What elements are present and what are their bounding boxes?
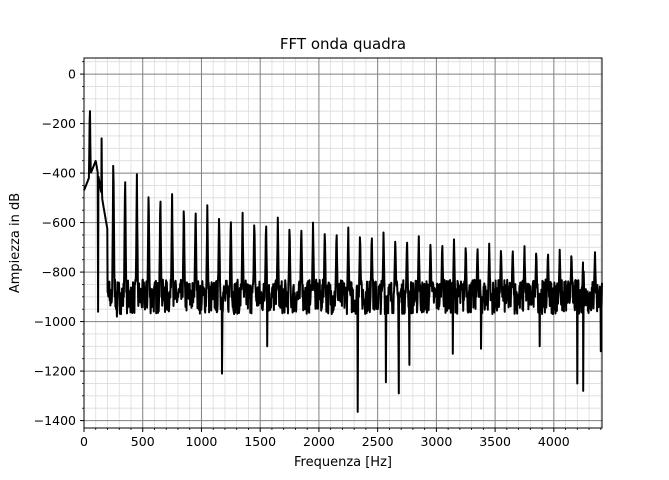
y-tick-label: −400 <box>42 166 76 181</box>
x-tick-label: 4000 <box>538 434 570 449</box>
x-axis-label: Frequenza [Hz] <box>294 455 392 470</box>
y-tick-label: −1400 <box>34 413 76 428</box>
x-tick-label: 3000 <box>420 434 452 449</box>
y-tick-label: 0 <box>68 67 76 82</box>
x-tick-label: 2500 <box>362 434 394 449</box>
x-axis-ticks: 0 500 1000 1500 2000 2500 3000 3500 4000 <box>80 428 602 449</box>
x-tick-label: 3500 <box>479 434 511 449</box>
y-tick-label: −800 <box>42 265 76 280</box>
y-tick-label: −1200 <box>34 364 76 379</box>
x-tick-label: 1500 <box>244 434 276 449</box>
x-tick-label: 2000 <box>303 434 335 449</box>
x-tick-label: 1000 <box>186 434 218 449</box>
chart-title: FFT onda quadra <box>280 35 406 53</box>
minor-grid <box>84 58 602 428</box>
y-tick-label: −200 <box>42 116 76 131</box>
series-line <box>83 110 603 413</box>
x-tick-label: 0 <box>80 434 88 449</box>
y-axis-ticks: 0 −200 −400 −600 −800 −1000 −1200 −1400 <box>34 61 84 428</box>
plot-frame <box>83 57 603 429</box>
y-tick-label: −600 <box>42 215 76 230</box>
y-tick-label: −1000 <box>34 314 76 329</box>
x-tick-label: 500 <box>131 434 155 449</box>
y-axis-label: Ampiezza in dB <box>8 193 23 293</box>
